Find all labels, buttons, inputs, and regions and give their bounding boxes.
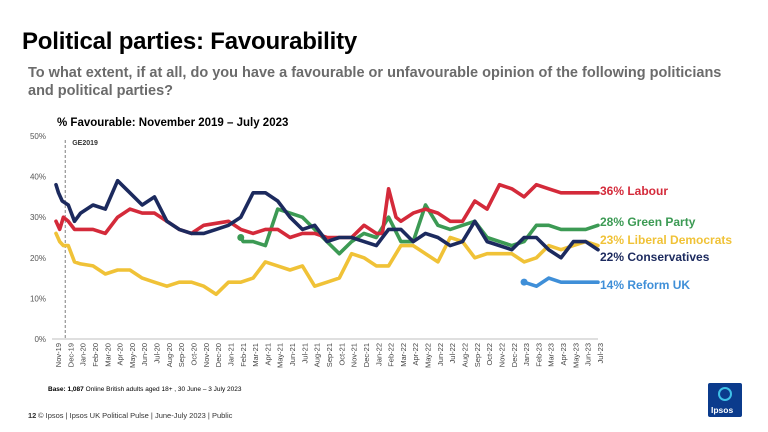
y-tick-label: 40% (30, 173, 46, 182)
x-tick-label: Jun-21 (288, 343, 297, 366)
series-line-labour (54, 182, 600, 240)
x-tick-label: Sep-21 (325, 343, 334, 367)
x-tick-label: Apr-20 (116, 343, 125, 366)
chart-axes: 0% 10% 20% 30% 40% 50% GE2019 Nov-19 Dec-19 Jan-2… (30, 132, 605, 368)
x-tick-label: Jul-20 (153, 343, 162, 363)
x-tick-label: Nov-21 (350, 343, 359, 367)
x-tick-label: Feb-21 (239, 343, 248, 367)
page-number: 12 (28, 411, 37, 420)
ipsos-logo-text: Ipsos (711, 405, 734, 415)
x-tick-label: Nov-20 (202, 343, 211, 367)
x-tick-label: Sep-22 (473, 343, 482, 367)
x-tick-label: Feb-20 (91, 343, 100, 367)
ipsos-logo-mark-icon (718, 387, 732, 401)
base-description: Online British adults aged 18+ , 30 June… (83, 386, 242, 393)
x-tick-label: Nov-19 (54, 343, 63, 367)
y-tick-label: 20% (30, 254, 46, 263)
x-tick-label: Oct-22 (485, 343, 494, 366)
x-tick-label: Apr-23 (559, 343, 568, 366)
x-tick-label: Dec-19 (66, 343, 75, 367)
x-tick-label: Jun-20 (140, 343, 149, 366)
series-start-marker (237, 234, 245, 241)
x-tick-label: Jan-21 (226, 343, 235, 366)
x-tick-label: Dec-22 (510, 343, 519, 367)
x-tick-label: May-20 (128, 343, 137, 368)
y-tick-label: 0% (34, 335, 46, 344)
y-tick-label: 50% (30, 132, 46, 141)
base-note: Base: 1,087 Online British adults aged 1… (48, 386, 242, 393)
y-tick-label: 10% (30, 294, 46, 303)
x-tick-label: Apr-22 (411, 343, 420, 366)
x-tick-label: Dec-20 (214, 343, 223, 367)
chart-series-labels: 36% Labour 28% Green Party 23% Liberal Dem… (600, 184, 732, 292)
series-line-liberal-democrats (54, 231, 600, 297)
x-tick-label: Dec-21 (362, 343, 371, 367)
x-tick-label: May-21 (276, 343, 285, 368)
x-tick-label: Nov-22 (497, 343, 506, 367)
x-tick-label: Feb-23 (534, 343, 543, 367)
slide-title: Political parties: Favourability (22, 28, 358, 55)
series-label-reform-uk: 14% Reform UK (600, 278, 690, 292)
x-tick-label: Jan-20 (79, 343, 88, 366)
x-tick-label: Jan-23 (522, 343, 531, 366)
series-line-reform-uk (522, 276, 600, 289)
series-start-marker (520, 278, 528, 286)
x-tick-label: Jul-23 (596, 343, 605, 363)
x-tick-label: May-22 (424, 343, 433, 368)
y-tick-label: 30% (30, 213, 46, 222)
base-count: Base: 1,087 (48, 386, 84, 393)
series-label-green-party: 28% Green Party (600, 215, 696, 229)
series-label-labour: 36% Labour (600, 184, 668, 198)
x-tick-label: Jul-21 (300, 343, 309, 363)
x-tick-label: Apr-21 (263, 343, 272, 366)
x-tick-label: Sep-20 (177, 343, 186, 367)
x-tick-label: Mar-20 (103, 343, 112, 367)
x-tick-label: Aug-22 (461, 343, 470, 367)
ge2019-annotation: GE2019 (72, 140, 98, 147)
footer-text: © Ipsos | Ipsos UK Political Pulse | Jun… (38, 411, 233, 420)
x-tick-label: May-23 (571, 343, 580, 368)
x-tick-label: Jul-22 (448, 343, 457, 363)
x-tick-label: Jan-22 (374, 343, 383, 366)
x-tick-label: Mar-23 (547, 343, 556, 367)
x-tick-label: Feb-22 (387, 343, 396, 367)
x-tick-label: Jun-23 (584, 343, 593, 366)
chart-title: % Favourable: November 2019 – July 2023 (57, 117, 289, 129)
series-line-conservatives (54, 178, 600, 260)
series-label-conservatives: 22% Conservatives (600, 250, 710, 264)
x-tick-label: Aug-21 (313, 343, 322, 367)
chart-series-lines (54, 178, 600, 297)
x-tick-label: Mar-22 (399, 343, 408, 367)
x-tick-label: Oct-20 (190, 343, 199, 366)
x-tick-label: Mar-21 (251, 343, 260, 367)
x-tick-label: Oct-21 (337, 343, 346, 366)
series-label-liberal-democrats: 23% Liberal Democrats (600, 233, 732, 247)
slide-subtitle: To what extent, if at all, do you have a… (28, 65, 722, 99)
x-tick-label: Aug-20 (165, 343, 174, 367)
x-tick-label: Jun-22 (436, 343, 445, 366)
